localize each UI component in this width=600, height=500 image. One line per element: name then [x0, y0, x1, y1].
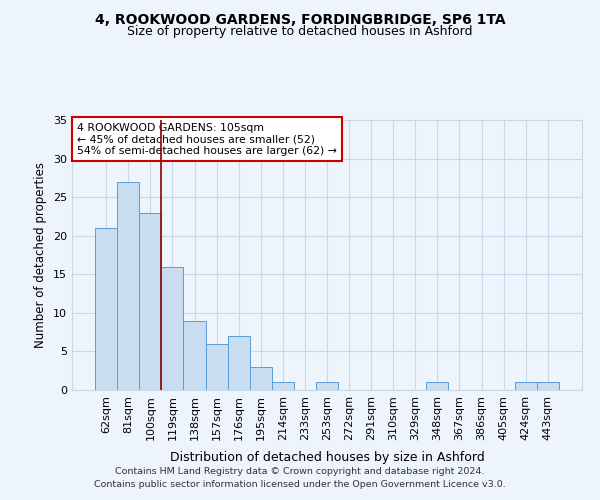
Bar: [515, 382, 537, 390]
Bar: [206, 344, 227, 390]
Bar: [316, 382, 338, 390]
Bar: [272, 382, 294, 390]
Bar: [250, 367, 272, 390]
X-axis label: Distribution of detached houses by size in Ashford: Distribution of detached houses by size …: [170, 451, 484, 464]
Bar: [184, 320, 206, 390]
Bar: [537, 382, 559, 390]
Bar: [139, 212, 161, 390]
Bar: [117, 182, 139, 390]
Bar: [161, 266, 184, 390]
Bar: [95, 228, 117, 390]
Text: Contains HM Land Registry data © Crown copyright and database right 2024.: Contains HM Land Registry data © Crown c…: [115, 467, 485, 476]
Text: Size of property relative to detached houses in Ashford: Size of property relative to detached ho…: [127, 25, 473, 38]
Bar: [227, 336, 250, 390]
Text: 4, ROOKWOOD GARDENS, FORDINGBRIDGE, SP6 1TA: 4, ROOKWOOD GARDENS, FORDINGBRIDGE, SP6 …: [95, 12, 505, 26]
Text: 4 ROOKWOOD GARDENS: 105sqm
← 45% of detached houses are smaller (52)
54% of semi: 4 ROOKWOOD GARDENS: 105sqm ← 45% of deta…: [77, 122, 337, 156]
Bar: [427, 382, 448, 390]
Text: Contains public sector information licensed under the Open Government Licence v3: Contains public sector information licen…: [94, 480, 506, 489]
Y-axis label: Number of detached properties: Number of detached properties: [34, 162, 47, 348]
